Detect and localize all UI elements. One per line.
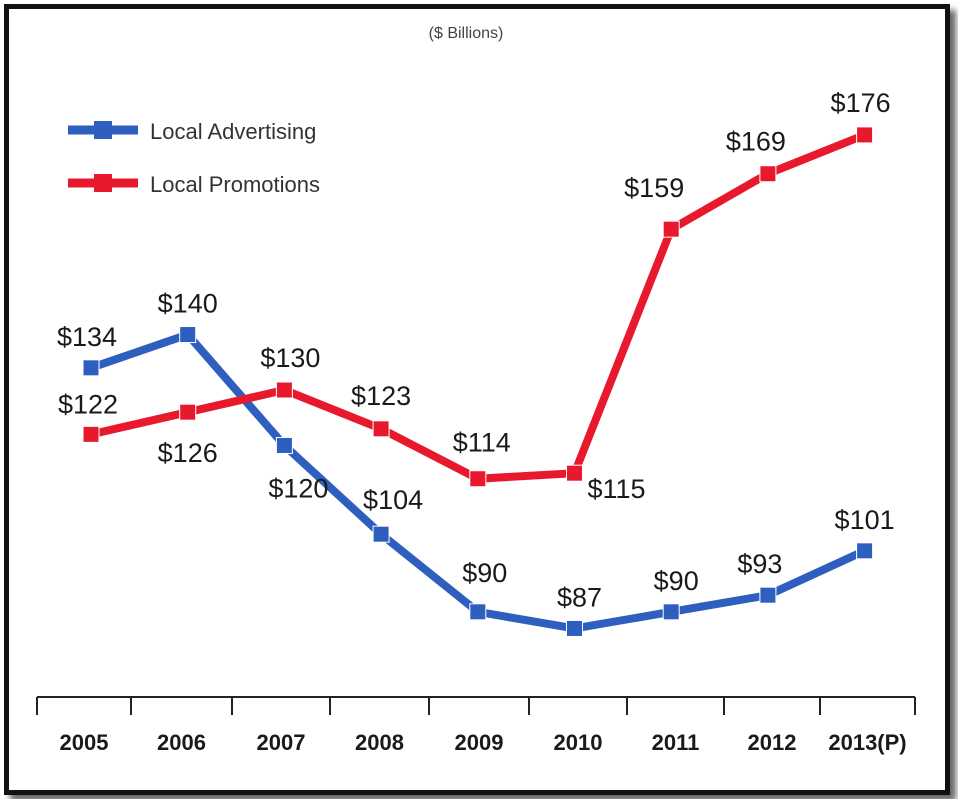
data-label: $104 <box>363 485 423 515</box>
x-tick-label: 2006 <box>157 730 206 755</box>
data-point <box>275 436 293 454</box>
data-point <box>662 220 680 238</box>
data-label: $87 <box>557 582 602 612</box>
x-axis: 2005 2006 2007 2008 2009 2010 2011 2012 2013(P) <box>36 696 916 755</box>
data-label: $130 <box>260 343 320 373</box>
data-label: $90 <box>462 558 507 588</box>
data-point <box>469 470 487 488</box>
data-label: $123 <box>351 381 411 411</box>
data-label: $93 <box>737 549 782 579</box>
x-tick-label: 2005 <box>60 730 109 755</box>
data-point <box>566 464 583 482</box>
data-label: $90 <box>654 566 699 596</box>
legend-marker <box>94 121 112 139</box>
legend: Local Advertising Local Promotions <box>68 119 320 197</box>
data-label: $122 <box>58 389 118 419</box>
data-point <box>856 126 874 144</box>
legend-marker <box>94 174 112 192</box>
x-tick-label: 2011 <box>652 730 700 755</box>
data-label: $176 <box>831 88 891 118</box>
x-tick-label: 2007 <box>257 730 306 755</box>
data-point <box>179 326 197 344</box>
x-tick-label: 2009 <box>455 730 504 755</box>
data-label: $159 <box>624 173 684 203</box>
x-tick-label: 2010 <box>554 730 603 755</box>
data-point <box>662 603 680 621</box>
data-label: $101 <box>835 505 895 535</box>
legend-label: Local Promotions <box>150 172 320 197</box>
data-label: $169 <box>726 127 786 157</box>
x-tick-label: 2008 <box>355 730 404 755</box>
x-tick-label: 2013(P) <box>828 730 906 755</box>
data-point <box>275 381 293 399</box>
data-point <box>82 425 100 443</box>
legend-label: Local Advertising <box>150 119 316 144</box>
data-label: $126 <box>158 438 218 468</box>
data-point <box>566 619 583 637</box>
data-point <box>82 359 100 377</box>
data-label: $120 <box>268 473 328 503</box>
data-point <box>759 586 777 604</box>
chart-frame <box>4 4 950 795</box>
data-point <box>372 525 390 543</box>
x-tick-label: 2012 <box>748 730 797 755</box>
chart-subtitle: ($ Billions) <box>429 25 504 42</box>
data-point <box>856 542 874 560</box>
data-point <box>469 603 487 621</box>
data-label: $115 <box>587 474 645 504</box>
data-point <box>179 403 197 421</box>
data-label: $114 <box>453 428 511 458</box>
plot-area: $134 $140 $120 $104 $90 $87 $90 $93 $101 $122 $126… <box>57 88 895 637</box>
data-point <box>759 165 777 183</box>
data-label: $140 <box>158 289 218 319</box>
data-label: $134 <box>57 322 117 352</box>
data-point <box>372 420 390 438</box>
